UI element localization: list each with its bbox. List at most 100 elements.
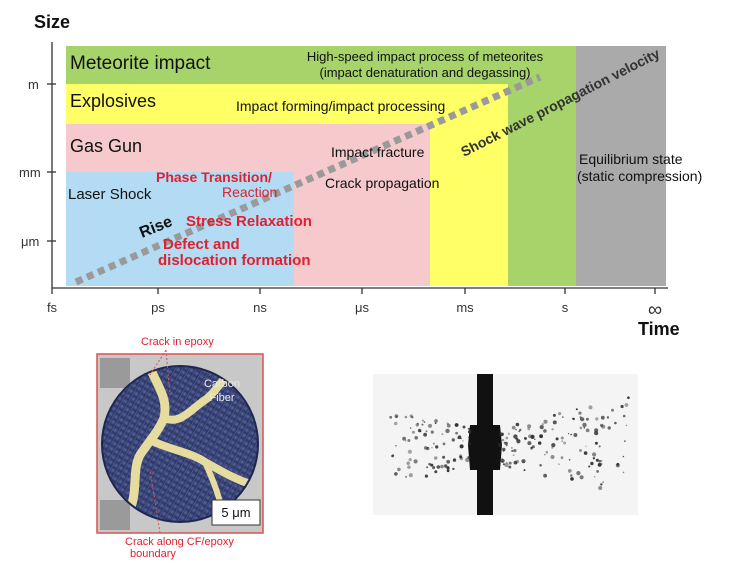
spall-fragment	[625, 424, 628, 427]
label-stress-relaxation: Stress Relaxation	[186, 213, 312, 230]
y-tick-label-um: μm	[21, 234, 39, 249]
spall-fragment	[545, 450, 549, 454]
spall-fragment	[498, 443, 502, 447]
x-tick-label-ms: ms	[456, 300, 474, 315]
spall-fragment	[552, 413, 556, 417]
spall-fragment	[624, 403, 629, 407]
spall-fragment	[627, 396, 630, 400]
spall-fragment	[513, 460, 518, 465]
spall-fragment	[592, 457, 596, 460]
spall-fragment	[527, 427, 531, 431]
spall-fragment	[583, 427, 586, 429]
spall-fragment	[468, 436, 470, 439]
spall-fragment	[513, 449, 517, 453]
x-tick-label-us: μs	[355, 300, 369, 315]
spall-fragment	[434, 422, 437, 425]
spall-fragment	[394, 472, 398, 476]
spall-fragment	[423, 432, 427, 437]
spall-fragment	[521, 459, 526, 464]
spall-fragment	[597, 463, 602, 467]
spall-fragment	[594, 441, 598, 445]
label-impact-forming: Impact forming/impact processing	[236, 98, 445, 114]
region-green-ms-s	[508, 84, 576, 286]
spall-fragment	[530, 434, 535, 439]
spall-fragment	[389, 415, 393, 419]
label-crack-boundary-2: boundary	[130, 548, 176, 560]
spall-fragment	[462, 425, 466, 429]
spall-fragment	[452, 467, 455, 471]
spall-fragment	[597, 433, 599, 435]
spall-fragment	[588, 405, 593, 410]
spall-fragment	[541, 423, 544, 426]
spall-fragment	[570, 477, 574, 481]
label-carbon-fiber-1: Carbon	[204, 378, 240, 390]
spall-fragment	[614, 421, 617, 425]
spall-fragment	[624, 440, 626, 443]
label-carbon-fiber-2: Fiber	[209, 392, 234, 404]
spall-fragment	[530, 446, 533, 449]
spall-fragment	[579, 449, 582, 452]
spall-fragment	[503, 441, 506, 444]
spall-fragment	[506, 461, 508, 464]
spall-fragment	[407, 449, 412, 454]
label-impact-fracture: Impact fracture	[331, 144, 425, 160]
spall-fragment	[568, 459, 571, 461]
spall-fragment	[527, 424, 532, 429]
spall-fragment	[407, 465, 411, 469]
spall-fragment	[508, 461, 512, 465]
spall-fragment	[620, 404, 624, 409]
spall-fragment	[567, 469, 572, 473]
spall-fragment	[406, 461, 410, 465]
spall-fragment	[598, 445, 601, 448]
spall-fragment	[432, 465, 436, 469]
spall-fragment	[411, 430, 415, 434]
spall-fragment	[445, 428, 450, 434]
label-defect-1: Defect and	[163, 236, 240, 253]
spall-fragment	[434, 470, 438, 474]
spall-fragment	[544, 454, 546, 456]
spall-fragment	[467, 442, 471, 446]
spall-fragment	[423, 421, 426, 423]
spall-fragment	[505, 444, 508, 447]
spall-fragment	[413, 459, 418, 464]
spall-fragment	[468, 430, 472, 434]
spall-fragment	[407, 439, 411, 442]
spall-fragment	[455, 431, 458, 435]
spall-fragment	[527, 441, 532, 446]
spall-fragment	[425, 430, 428, 433]
spall-fragment	[499, 451, 501, 453]
spall-fragment	[512, 454, 515, 457]
label-crack-in-epoxy: Crack in epoxy	[141, 336, 214, 348]
spall-fragment	[505, 436, 509, 440]
spall-fragment	[579, 416, 582, 419]
spall-fragment	[611, 408, 614, 412]
spall-fragment	[576, 471, 581, 476]
spall-fragment	[600, 415, 605, 420]
spall-fragment	[539, 425, 544, 430]
spall-fragment	[579, 426, 583, 430]
spall-fragment	[513, 434, 518, 439]
label-high-speed-1: High-speed impact process of meteorites	[307, 49, 544, 64]
spall-fragment	[543, 419, 548, 424]
spall-fragment	[595, 458, 599, 462]
spall-fragment	[519, 428, 522, 431]
spall-fragment	[423, 446, 428, 450]
crack-micrograph	[96, 349, 264, 534]
label-equilibrium-1: Equilibrium state	[579, 151, 683, 167]
spall-fragment	[507, 432, 510, 435]
spall-fragment	[451, 438, 455, 442]
spall-fragment	[404, 415, 408, 419]
spall-fragment	[511, 449, 514, 452]
x-tick-label-fs: fs	[47, 300, 58, 315]
spall-fragment	[558, 412, 562, 416]
spall-fragment	[502, 450, 505, 453]
spall-fragment	[415, 423, 419, 427]
label-gas-gun: Gas Gun	[70, 136, 142, 156]
spall-fragment	[515, 459, 520, 464]
spall-fragment	[515, 428, 517, 431]
spall-fragment	[446, 422, 449, 425]
spall-fragment	[600, 460, 603, 462]
spall-fragment	[598, 486, 603, 490]
spall-fragment	[594, 428, 599, 433]
label-equilibrium-2: (static compression)	[577, 168, 702, 184]
